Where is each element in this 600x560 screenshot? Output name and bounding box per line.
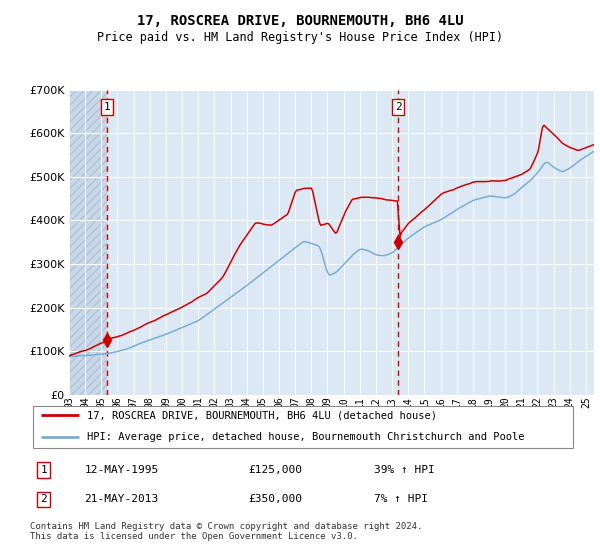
FancyBboxPatch shape — [33, 405, 573, 449]
Text: 17, ROSCREA DRIVE, BOURNEMOUTH, BH6 4LU: 17, ROSCREA DRIVE, BOURNEMOUTH, BH6 4LU — [137, 14, 463, 28]
Text: £350,000: £350,000 — [248, 494, 302, 505]
Text: £125,000: £125,000 — [248, 465, 302, 475]
Text: 17, ROSCREA DRIVE, BOURNEMOUTH, BH6 4LU (detached house): 17, ROSCREA DRIVE, BOURNEMOUTH, BH6 4LU … — [88, 410, 437, 420]
Bar — [69, 90, 107, 395]
Text: 2: 2 — [395, 102, 401, 112]
Text: 39% ↑ HPI: 39% ↑ HPI — [374, 465, 435, 475]
Text: 1: 1 — [40, 465, 47, 475]
Text: Contains HM Land Registry data © Crown copyright and database right 2024.
This d: Contains HM Land Registry data © Crown c… — [30, 522, 422, 542]
Text: 7% ↑ HPI: 7% ↑ HPI — [374, 494, 428, 505]
Text: Price paid vs. HM Land Registry's House Price Index (HPI): Price paid vs. HM Land Registry's House … — [97, 31, 503, 44]
Text: HPI: Average price, detached house, Bournemouth Christchurch and Poole: HPI: Average price, detached house, Bour… — [88, 432, 525, 442]
Text: 21-MAY-2013: 21-MAY-2013 — [85, 494, 159, 505]
Text: 1: 1 — [104, 102, 110, 112]
Text: 2: 2 — [40, 494, 47, 505]
Text: 12-MAY-1995: 12-MAY-1995 — [85, 465, 159, 475]
